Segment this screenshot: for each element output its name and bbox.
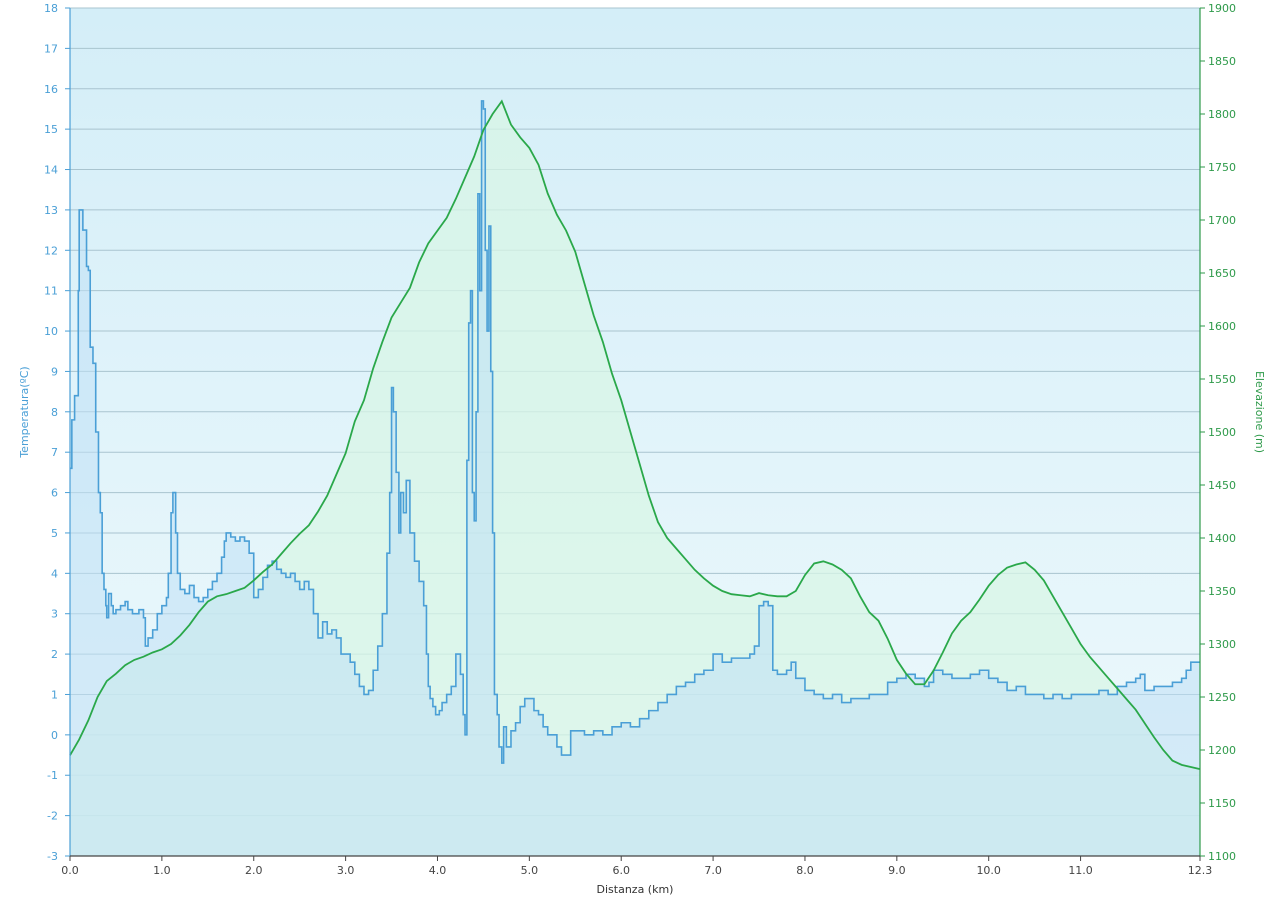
- temperature-area-fill: [70, 100, 1200, 856]
- tick-label-x: 12.3: [1188, 864, 1213, 877]
- tick-label-left: 7: [51, 446, 58, 459]
- tick-label-right: 1250: [1208, 691, 1236, 704]
- series-layer: [69, 99, 1201, 856]
- y-axis-right-title: Elevazione (m): [1253, 371, 1266, 453]
- tick-label-left: -1: [47, 769, 58, 782]
- tick-label-left: 0: [51, 729, 58, 742]
- tick-label-left: 11: [44, 285, 58, 298]
- tick-label-right: 1350: [1208, 585, 1236, 598]
- tick-label-left: -3: [47, 850, 58, 863]
- tick-label-x: 6.0: [612, 864, 630, 877]
- tick-label-x: 9.0: [888, 864, 906, 877]
- tick-label-right: 1400: [1208, 532, 1236, 545]
- tick-label-left: 1: [51, 688, 58, 701]
- elevation-series-line: [69, 99, 1201, 770]
- tick-label-x: 11.0: [1068, 864, 1093, 877]
- tick-label-x: 1.0: [153, 864, 171, 877]
- tick-label-left: 5: [51, 527, 58, 540]
- tick-label-left: 4: [51, 567, 58, 580]
- tick-label-left: 16: [44, 83, 58, 96]
- tick-label-left: 2: [51, 648, 58, 661]
- y-axis-left-title: Temperatura(ºC): [18, 366, 31, 458]
- tick-label-x: 10.0: [976, 864, 1001, 877]
- tick-label-left: 6: [51, 487, 58, 500]
- tick-label-left: 14: [44, 164, 58, 177]
- tick-label-x: 3.0: [337, 864, 355, 877]
- tick-label-left: 18: [44, 2, 58, 15]
- tick-label-right: 1100: [1208, 850, 1236, 863]
- tick-label-x: 4.0: [429, 864, 447, 877]
- x-axis-title: Distanza (km): [597, 883, 674, 896]
- tick-label-right: 1500: [1208, 426, 1236, 439]
- tick-label-left: 13: [44, 204, 58, 217]
- tick-label-right: 1450: [1208, 479, 1236, 492]
- tick-label-left: 3: [51, 608, 58, 621]
- temperature-series-line: [70, 100, 1200, 764]
- tick-label-left: 15: [44, 123, 58, 136]
- tick-label-right: 1750: [1208, 161, 1236, 174]
- tick-label-left: -2: [47, 810, 58, 823]
- tick-label-x: 8.0: [796, 864, 814, 877]
- tick-label-right: 1550: [1208, 373, 1236, 386]
- tick-label-left: 8: [51, 406, 58, 419]
- tick-label-right: 1700: [1208, 214, 1236, 227]
- tick-label-right: 1850: [1208, 55, 1236, 68]
- tick-label-right: 1800: [1208, 108, 1236, 121]
- tick-labels: -3-2-10123456789101112131415161718110011…: [44, 2, 1236, 877]
- tick-label-left: 12: [44, 244, 58, 257]
- tick-label-left: 10: [44, 325, 58, 338]
- tick-label-right: 1200: [1208, 744, 1236, 757]
- tick-label-right: 1900: [1208, 2, 1236, 15]
- tick-label-left: 17: [44, 42, 58, 55]
- tick-label-left: 9: [51, 365, 58, 378]
- tick-label-x: 2.0: [245, 864, 263, 877]
- tick-label-x: 5.0: [521, 864, 539, 877]
- tick-label-x: 0.0: [61, 864, 79, 877]
- tick-label-right: 1600: [1208, 320, 1236, 333]
- tick-label-right: 1650: [1208, 267, 1236, 280]
- tick-label-right: 1150: [1208, 797, 1236, 810]
- tick-label-right: 1300: [1208, 638, 1236, 651]
- tick-label-x: 7.0: [704, 864, 722, 877]
